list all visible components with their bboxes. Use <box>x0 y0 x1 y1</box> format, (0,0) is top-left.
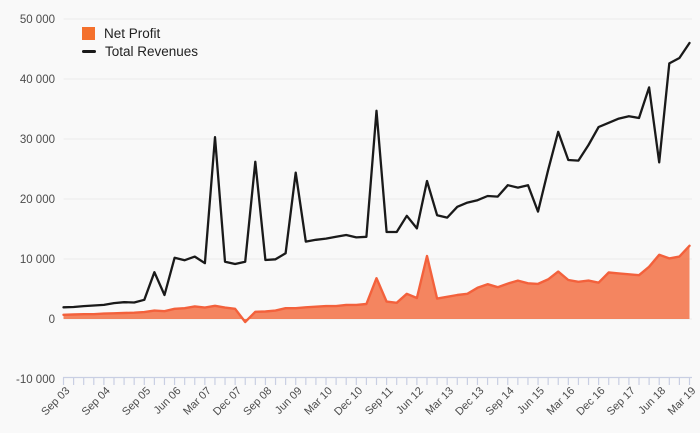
legend-item-net-profit[interactable]: Net Profit <box>82 26 198 41</box>
legend-label-total-revenues: Total Revenues <box>105 44 199 59</box>
total-revenues-line <box>62 41 691 309</box>
x-axis-label: Dec 07 <box>211 385 244 418</box>
y-axis-label: 50 000 <box>20 14 55 26</box>
net-profit-swatch-icon <box>82 27 95 40</box>
y-axis-label: -10 000 <box>16 374 55 386</box>
x-axis-label: Sep 03 <box>39 385 72 418</box>
x-axis-label: Dec 13 <box>453 385 486 418</box>
x-axis-label: Mar 10 <box>302 385 335 418</box>
x-axis-label: Dec 10 <box>332 385 365 418</box>
x-axis-label: Jun 09 <box>273 385 305 417</box>
net-profit-line <box>62 244 691 324</box>
y-axis-label: 30 000 <box>20 134 55 146</box>
net-profit-area <box>63 245 690 322</box>
x-axis-label: Mar 16 <box>545 385 578 418</box>
total-revenues-line-icon <box>82 50 96 53</box>
x-axis-label: Mar 13 <box>423 385 456 418</box>
x-axis-label: Jun 15 <box>515 385 547 417</box>
x-axis-label: Sep 05 <box>120 385 153 418</box>
y-axis-label: 0 <box>49 314 55 326</box>
x-axis-label: Jun 18 <box>636 385 668 417</box>
x-axis-label: Sep 08 <box>241 385 274 418</box>
x-axis-label: Sep 17 <box>605 385 638 418</box>
y-axis-label: 40 000 <box>20 74 55 86</box>
x-axis-label: Sep 14 <box>484 385 517 418</box>
legend-item-total-revenues[interactable]: Total Revenues <box>82 44 198 59</box>
legend-label-net-profit: Net Profit <box>104 26 161 41</box>
x-axis-label: Sep 11 <box>363 385 396 418</box>
x-axis-label: Jun 06 <box>152 385 184 417</box>
legend: Net Profit Total Revenues <box>82 26 198 59</box>
y-axis-label: 10 000 <box>20 254 55 266</box>
x-axis-label: Sep 04 <box>80 385 113 418</box>
x-axis-label: Mar 07 <box>181 385 214 418</box>
x-axis-label: Dec 16 <box>574 385 607 418</box>
x-axis-label: Mar 19 <box>666 385 699 418</box>
y-axis-label: 20 000 <box>20 194 55 206</box>
x-axis-label: Jun 12 <box>394 385 426 417</box>
